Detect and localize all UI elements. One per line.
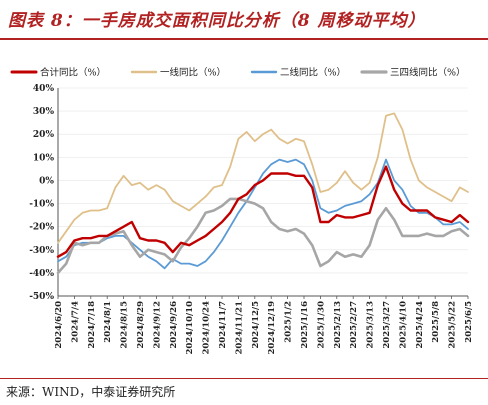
- legend-label: 二线同比（%）: [280, 67, 346, 79]
- legend-label: 三四线同比（%）: [390, 67, 466, 79]
- x-tick-label: 2024/10/10: [185, 301, 195, 355]
- series-line: [57, 112, 469, 244]
- x-tick-label: 2024/10/24: [202, 301, 212, 355]
- title-rule: [0, 38, 488, 40]
- y-tick-label: -50%: [29, 292, 54, 302]
- x-tick-label: 2025/5/8: [431, 301, 441, 343]
- series-line: [56, 197, 470, 275]
- x-tick-label: 2025/1/2: [284, 301, 294, 343]
- x-tick-label: 2024/11/7: [218, 301, 228, 349]
- y-tick-label: -20%: [29, 223, 54, 233]
- x-tick-label: 2024/9/26: [169, 301, 179, 349]
- series-line: [57, 158, 469, 270]
- x-tick-label: 2024/8/15: [120, 301, 130, 349]
- x-tick-label: 2025/4/24: [415, 301, 425, 349]
- x-tick-label: 2024/7/18: [87, 301, 97, 349]
- y-tick-label: 10%: [33, 153, 55, 163]
- x-tick-label: 2025/2/13: [333, 301, 343, 349]
- y-tick-label: -10%: [29, 200, 54, 210]
- y-tick-label: 30%: [33, 107, 55, 117]
- x-tick-label: 2025/1/30: [316, 301, 326, 349]
- x-tick-label: 2025/1/16: [300, 301, 310, 349]
- x-tick-label: 2025/3/13: [366, 301, 376, 349]
- x-tick-label: 2025/2/27: [349, 301, 359, 349]
- y-grid: [58, 87, 468, 297]
- x-tick-label: 2025/3/27: [382, 301, 392, 349]
- x-tick-label: 2025/4/10: [398, 301, 408, 349]
- source-rule: [0, 378, 488, 379]
- x-tick-label: 2024/12/19: [267, 301, 277, 355]
- x-tick-label: 2025/5/22: [448, 301, 458, 349]
- line-chart: 40% 30% 20% 10% 0% -10% -20% -30% -40% -50% 2024/…: [10, 67, 474, 355]
- x-tick-label: 2024/11/21: [234, 301, 244, 355]
- legend: 合计同比（%） 一线同比（%） 二线同比（%） 三四线同比（%）: [10, 67, 466, 79]
- x-tick-label: 2024/8/1: [103, 301, 113, 343]
- y-tick-label: 0%: [39, 176, 54, 186]
- y-axis-ticks: 40% 30% 20% 10% 0% -10% -20% -30% -40% -50%: [29, 84, 54, 302]
- x-axis-ticks: 2024/6/20 2024/7/4 2024/7/18 2024/8/1 2024/8…: [54, 296, 474, 355]
- x-tick-label: 2024/9/12: [152, 301, 162, 349]
- x-tick-label: 2024/12/5: [251, 301, 261, 349]
- x-tick-label: 2024/6/20: [54, 301, 64, 349]
- source-note: 来源：WIND，中泰证券研究所: [6, 385, 176, 399]
- y-tick-label: -30%: [29, 246, 54, 256]
- x-tick-label: 2025/6/5: [464, 301, 474, 343]
- series-line: [56, 165, 470, 258]
- y-tick-label: -40%: [29, 269, 54, 279]
- series-lines: [56, 112, 470, 275]
- x-tick-label: 2024/8/29: [136, 301, 146, 349]
- y-tick-label: 20%: [33, 130, 55, 140]
- legend-label: 合计同比（%）: [40, 67, 106, 79]
- legend-label: 一线同比（%）: [160, 67, 226, 79]
- chart-title: 图表 8：一手房成交面积同比分析（8 周移动平均）: [8, 11, 426, 31]
- y-tick-label: 40%: [33, 84, 55, 94]
- x-tick-label: 2024/7/4: [70, 301, 80, 343]
